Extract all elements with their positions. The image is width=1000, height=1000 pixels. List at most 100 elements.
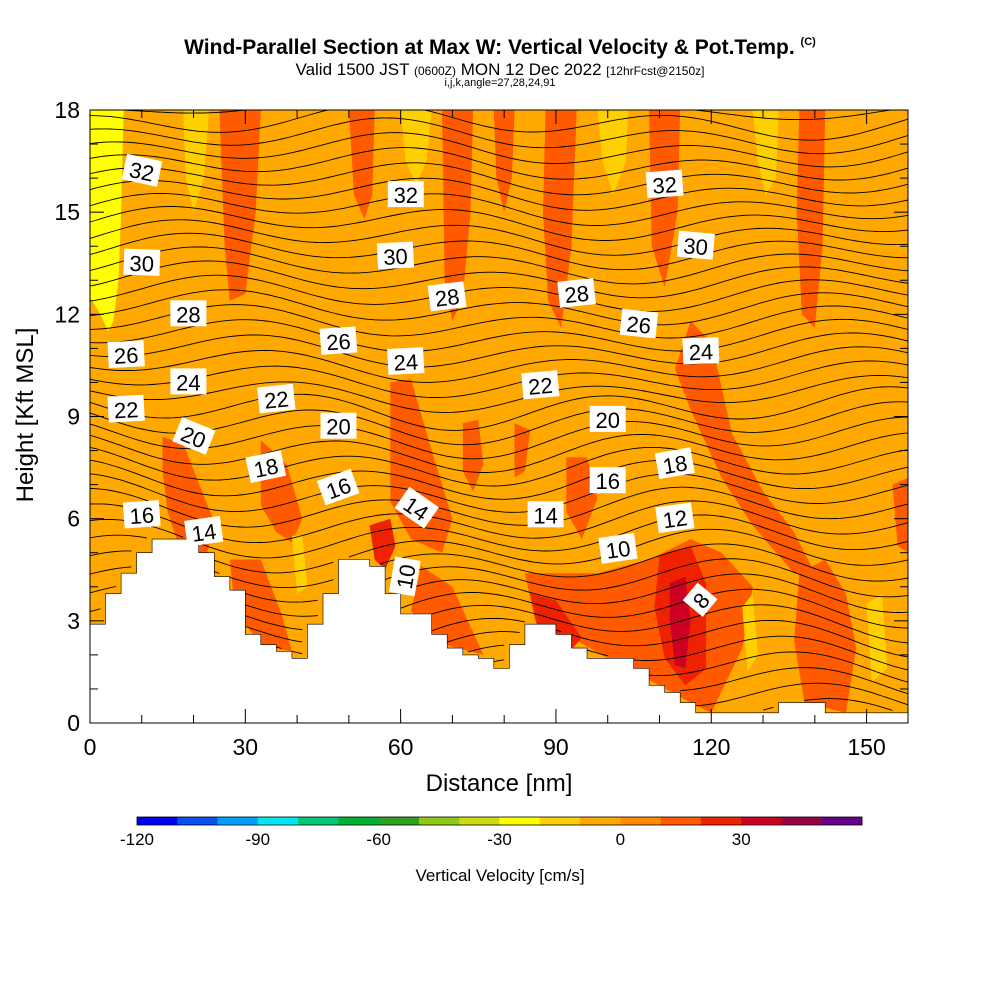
contour-label-box (521, 370, 560, 400)
colorbar-swatch (177, 817, 218, 825)
velocity-region-pos-blob-f (566, 457, 598, 540)
colorbar-tick-label: -60 (366, 830, 391, 849)
contour-label-text: 16 (129, 502, 155, 529)
contour-label: 20 (589, 405, 626, 433)
contour-label-box (427, 281, 467, 312)
y-tick-label: 3 (67, 608, 80, 634)
subtitle-valid: Valid 1500 JST (295, 60, 410, 79)
contour-label-box (655, 502, 695, 534)
isentrope-line (90, 193, 908, 226)
isentrope-line (90, 260, 908, 299)
contour-label-text: 20 (326, 415, 350, 440)
contour-label-text: 30 (129, 251, 154, 277)
contour-label: 18 (245, 450, 287, 484)
y-tick-label: 12 (54, 301, 80, 327)
contour-label: 16 (589, 467, 626, 494)
velocity-region-pos-blob-d (462, 419, 484, 492)
isentrope-line (467, 644, 908, 683)
velocity-region-neg-col-4 (400, 110, 432, 185)
isentrope-line (90, 486, 908, 528)
contour-label-text: 12 (661, 505, 689, 533)
contour-label-text: 14 (190, 519, 218, 547)
contour-label: 24 (387, 347, 425, 376)
contour-label-text: 30 (383, 244, 409, 270)
contour-label-text: 14 (533, 503, 557, 528)
isentrope-line (695, 682, 908, 707)
contour-labels-layer: 32 32 32 30 30 30 28 28 28 26 26 26 24 24 24 22 22 22 20 20… (107, 153, 720, 617)
velocity-region-weak-pocket-2 (742, 593, 758, 672)
colorbar-tick-label: -120 (120, 830, 154, 849)
colorbar-swatch (217, 817, 259, 825)
subtitle-utc: (0600Z) (413, 64, 456, 78)
contour-label-box (598, 532, 638, 564)
colorbar-tick-label: 0 (616, 830, 625, 849)
isentrope-line (276, 617, 908, 658)
contour-label: 10 (388, 556, 421, 597)
contour-label: 12 (655, 502, 695, 534)
contour-label-text: 30 (682, 233, 709, 260)
isentrope-line (90, 274, 908, 312)
isentrope-line (90, 246, 908, 285)
velocity-region-neg-col-3 (597, 110, 629, 196)
velocity-region-pos-col-6 (649, 110, 681, 288)
contour-label-box (316, 468, 360, 506)
velocity-region-pos-col-4 (493, 110, 515, 213)
isentrope-line (90, 446, 908, 487)
isentrope-line (90, 318, 908, 352)
contour-label: 14 (184, 515, 224, 547)
y-tick-label: 15 (54, 199, 80, 225)
contour-label-box (387, 347, 425, 375)
contour-label-box (170, 368, 207, 395)
contour-label-text: 26 (625, 311, 652, 338)
colorbar-swatch (137, 817, 178, 825)
velocity-region-neg-col-2 (752, 110, 779, 196)
contour-label-box (107, 394, 145, 423)
y-tick-label: 9 (67, 404, 80, 430)
contour-label-text: 28 (434, 284, 461, 312)
contour-label-text: 22 (527, 373, 554, 400)
contour-label: 20 (320, 412, 357, 440)
colorbar-swatch (298, 817, 339, 825)
contour-label-box (319, 326, 358, 355)
contour-label-box (172, 417, 216, 455)
isentrope-line (493, 659, 908, 695)
colorbar-swatch (499, 817, 541, 825)
contour-label: 28 (557, 278, 596, 308)
contour-label: 16 (316, 468, 360, 506)
contour-label-text: 10 (392, 562, 421, 590)
isentrope-line (90, 500, 908, 544)
contour-label-box (645, 169, 684, 199)
x-axis-title: Distance [nm] (426, 770, 573, 797)
contour-label-box (257, 383, 296, 414)
velocity-region-pos-col-3 (442, 110, 474, 322)
y-tick-label: 18 (54, 97, 80, 123)
isentrope-line (90, 459, 908, 500)
velocity-region-pos-col-5 (543, 110, 577, 328)
contour-label-text: 28 (563, 281, 590, 308)
contour-label: 24 (682, 337, 720, 365)
x-tick-label: 150 (847, 734, 885, 760)
contour-label-box (682, 337, 720, 365)
colorbar-tick-label: 30 (732, 830, 751, 849)
velocity-region-pos-band-right (675, 321, 815, 574)
x-tick-label: 60 (388, 734, 414, 760)
contour-label-box (388, 556, 421, 597)
colorbar-swatch (821, 817, 863, 825)
contour-label: 30 (123, 248, 161, 277)
contour-label-box (676, 230, 715, 260)
isentrope-line (90, 543, 908, 589)
y-tick-label: 0 (67, 710, 80, 736)
contour-label-text: 16 (595, 469, 619, 494)
isentrope-line (90, 573, 908, 617)
contour-label: 32 (645, 169, 684, 199)
velocity-region-pos-col-7 (796, 110, 826, 328)
isentrope-line (90, 416, 908, 460)
contour-label-box (107, 340, 145, 369)
contour-label: 26 (319, 326, 358, 355)
x-tick-label: 90 (543, 734, 569, 760)
contour-label: 22 (521, 370, 560, 400)
contour-label-box (654, 447, 695, 480)
velocity-region-weak-pocket-3 (866, 593, 888, 683)
contour-label-text: 18 (252, 453, 281, 483)
